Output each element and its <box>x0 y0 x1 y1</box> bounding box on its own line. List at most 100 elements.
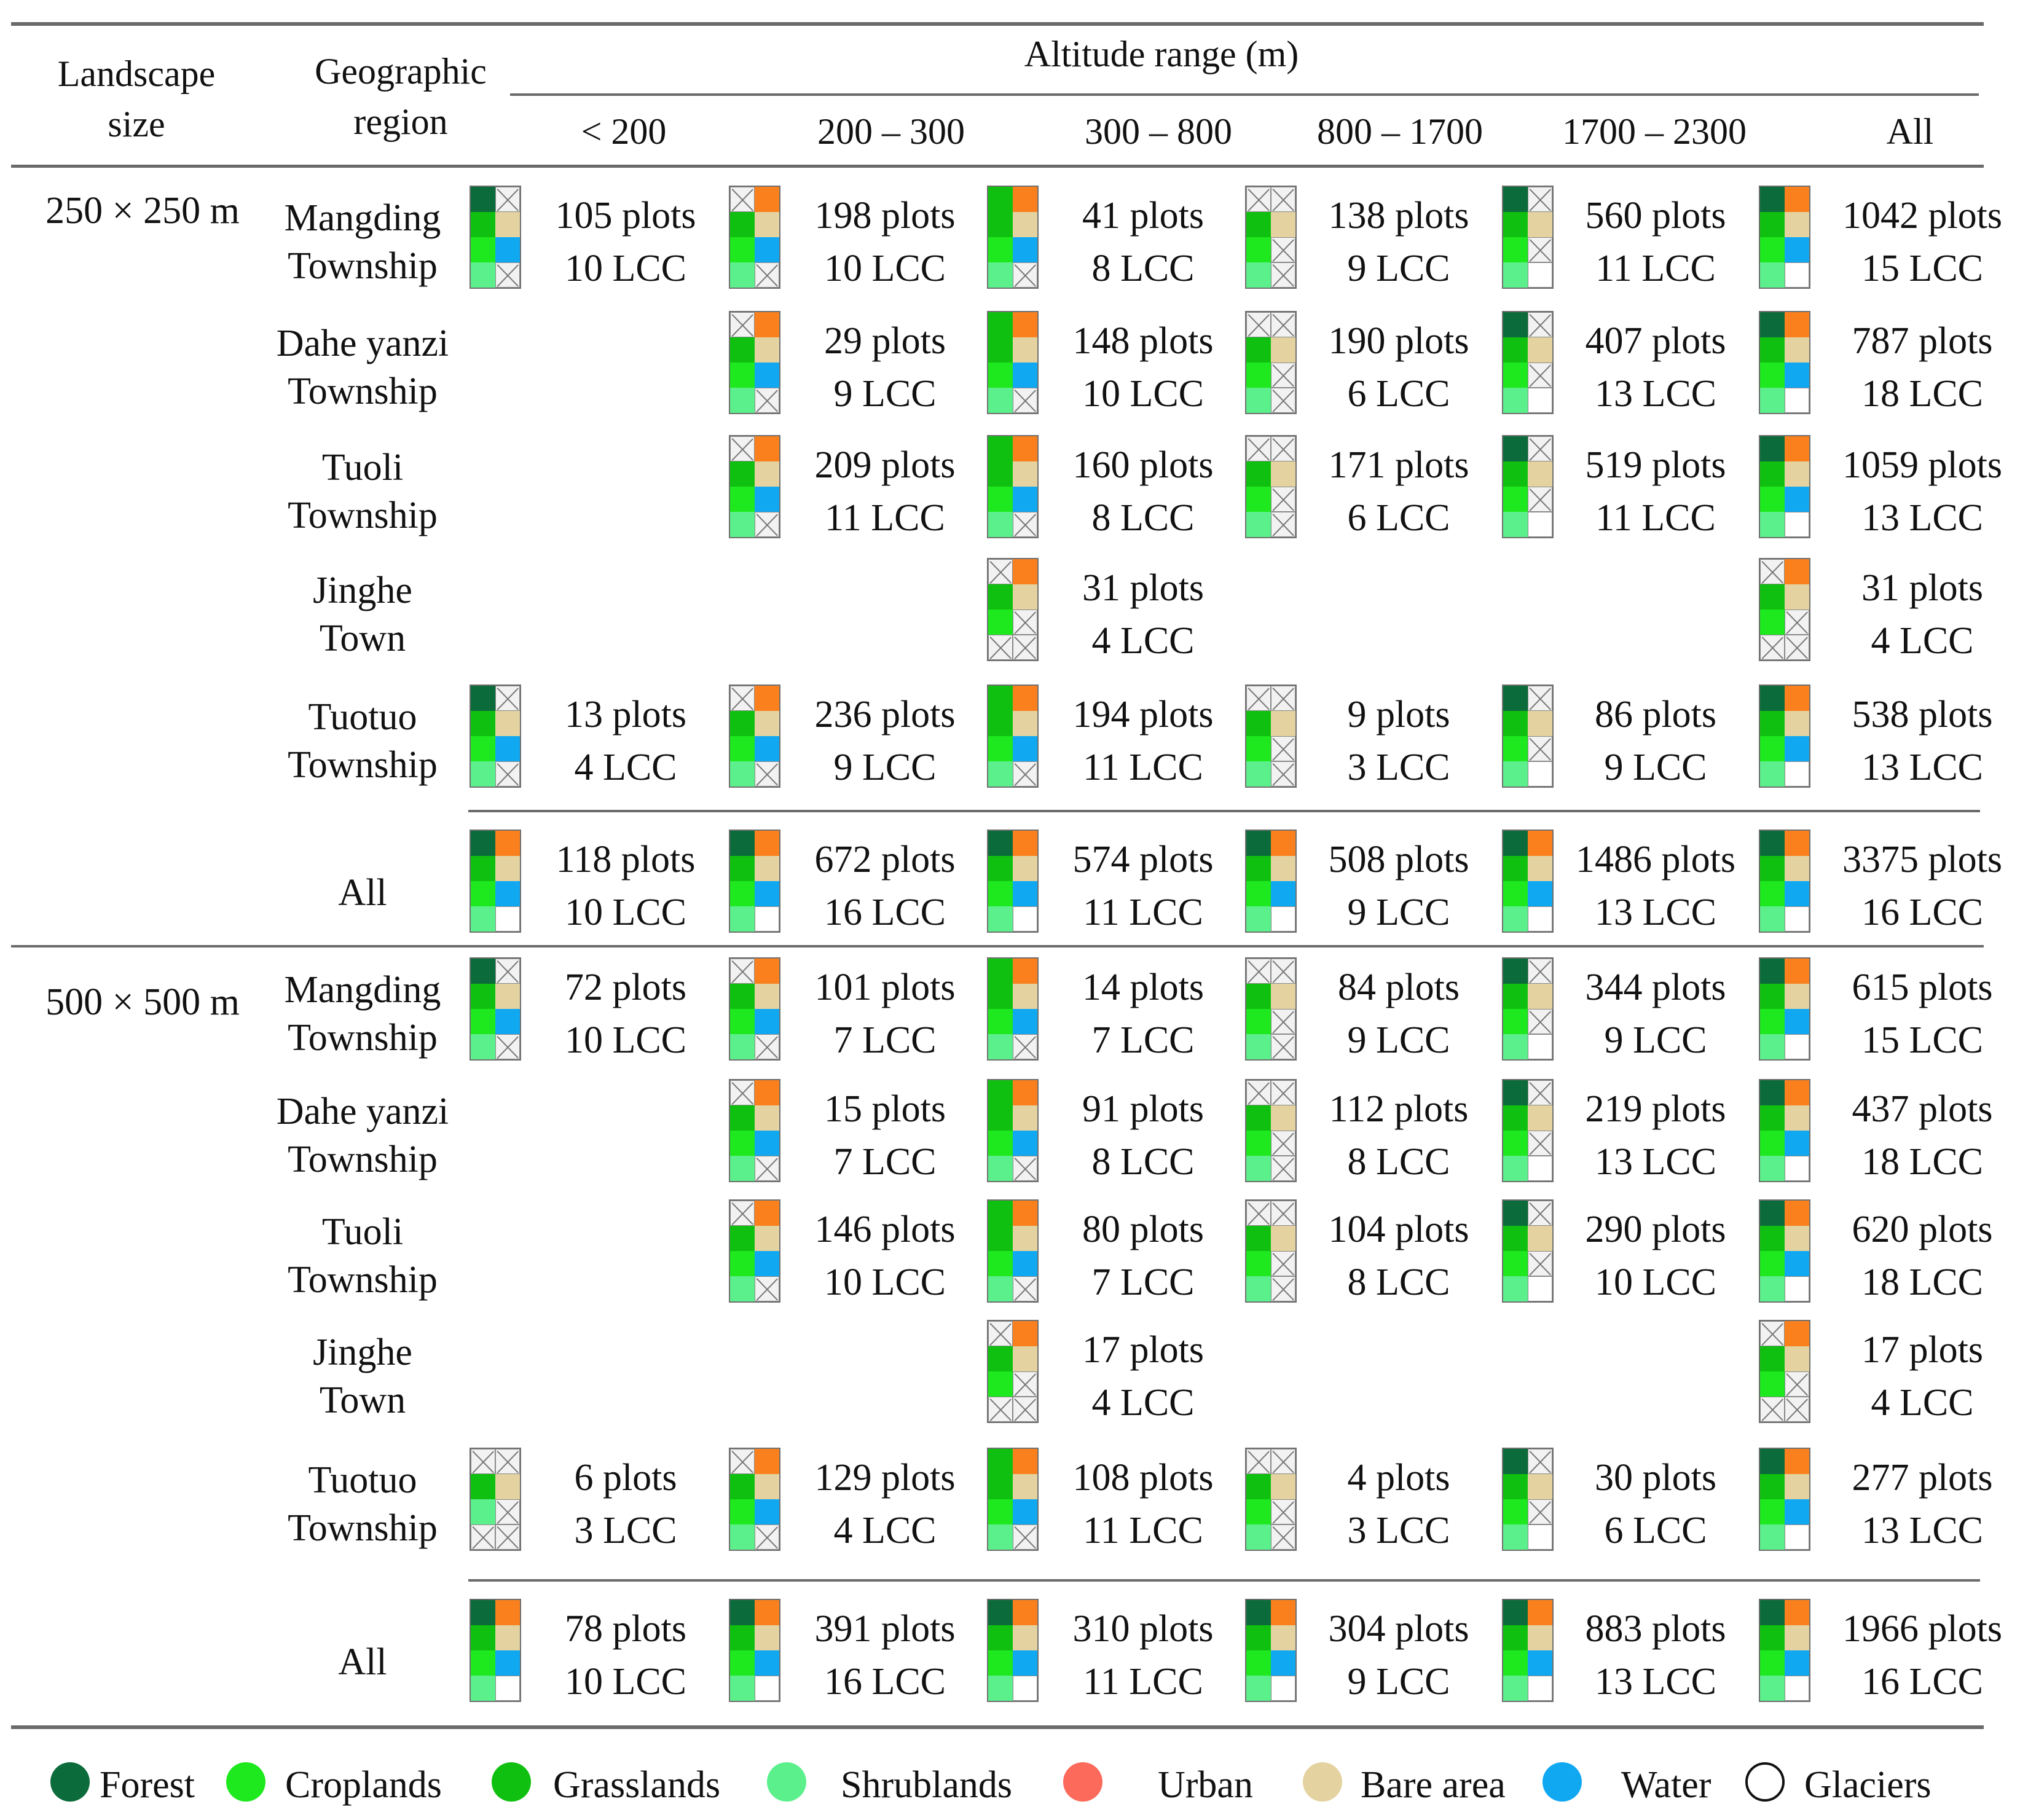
absent-class-cell <box>1013 1156 1037 1181</box>
class-color-cell <box>471 761 495 786</box>
header-geographic-region: region <box>353 101 448 142</box>
class-color-cell <box>755 906 779 932</box>
class-color-cell <box>1013 959 1037 984</box>
altitude-column-header: 800 – 1700 <box>1317 111 1483 152</box>
class-color-cell <box>1246 262 1271 288</box>
header-altitude-range: Altitude range (m) <box>1024 34 1299 74</box>
class-color-cell <box>1503 1034 1528 1059</box>
lcc-count: 4 LCC <box>574 747 677 788</box>
class-color-cell <box>1271 1474 1295 1499</box>
class-color-cell <box>1760 610 1785 635</box>
class-color-cell <box>495 1625 520 1650</box>
class-color-cell <box>730 856 755 881</box>
plot-count: 15 plots <box>823 1088 946 1130</box>
class-color-cell <box>1246 363 1271 388</box>
class-color-cell <box>1246 736 1271 761</box>
absent-class-cell <box>1271 262 1295 288</box>
class-color-cell <box>1246 1156 1271 1181</box>
lcc-count: 10 LCC <box>1594 1261 1717 1303</box>
class-color-cell <box>730 906 755 932</box>
land-cover-class-icon <box>987 1599 1039 1702</box>
class-color-cell <box>1785 959 1809 984</box>
absent-class-cell <box>1271 736 1295 761</box>
class-color-cell <box>1785 1080 1809 1105</box>
class-color-cell <box>1246 906 1271 932</box>
plot-count: 560 plots <box>1585 195 1726 237</box>
absent-class-cell <box>1528 1080 1552 1105</box>
land-cover-class-icon <box>729 311 780 414</box>
altitude-column-header: < 200 <box>581 111 667 152</box>
class-color-cell <box>495 736 520 761</box>
land-cover-class-icon <box>1245 186 1297 289</box>
class-color-cell <box>1785 312 1809 337</box>
class-color-cell <box>495 856 520 881</box>
geographic-region-label: Jinghe <box>313 570 412 611</box>
land-cover-class-icon <box>987 435 1039 538</box>
class-color-cell <box>471 736 495 761</box>
class-color-cell <box>1528 1474 1552 1499</box>
class-color-cell <box>1503 906 1528 932</box>
absent-class-cell <box>1271 1449 1295 1474</box>
absent-class-cell <box>1271 1131 1295 1156</box>
land-cover-class-icon <box>1502 1199 1554 1303</box>
class-color-cell <box>730 1105 755 1131</box>
lcc-count: 9 LCC <box>833 747 937 788</box>
class-color-cell <box>1013 1449 1037 1474</box>
geographic-region-label: Township <box>288 1259 438 1301</box>
geographic-region-label: Tuotuo <box>308 696 417 738</box>
class-color-cell <box>1528 212 1552 237</box>
land-cover-class-icon <box>1502 1079 1554 1182</box>
legend-swatch <box>1543 1762 1582 1802</box>
lcc-count: 16 LCC <box>1861 892 1984 933</box>
lcc-count: 18 LCC <box>1861 1141 1984 1183</box>
lcc-count: 3 LCC <box>574 1510 677 1551</box>
header-bottom-rule <box>11 165 1984 168</box>
class-color-cell <box>1013 1201 1037 1226</box>
absent-class-cell <box>1528 187 1552 212</box>
lcc-count: 15 LCC <box>1861 248 1984 289</box>
lcc-count: 10 LCC <box>1082 373 1205 415</box>
class-color-cell <box>730 212 755 237</box>
class-color-cell <box>988 262 1013 288</box>
land-cover-class-icon <box>729 1079 780 1182</box>
geographic-region-label: Dahe yanzi <box>276 323 449 364</box>
lcc-count: 9 LCC <box>1347 248 1450 289</box>
class-color-cell <box>988 212 1013 237</box>
absent-class-cell <box>1528 959 1552 984</box>
absent-class-cell <box>755 388 779 413</box>
lcc-count: 8 LCC <box>1347 1261 1450 1303</box>
class-color-cell <box>1013 1346 1037 1371</box>
absent-class-cell <box>1528 1009 1552 1034</box>
lcc-count: 7 LCC <box>1091 1261 1195 1303</box>
class-color-cell <box>1760 761 1785 786</box>
geographic-region-label: Township <box>288 1507 438 1549</box>
class-color-cell <box>1013 1321 1037 1346</box>
plot-count: 105 plots <box>555 195 696 237</box>
land-cover-class-icon <box>1502 830 1554 933</box>
lcc-count: 9 LCC <box>1604 747 1707 788</box>
class-color-cell <box>1528 906 1552 932</box>
land-cover-class-icon <box>987 1079 1039 1182</box>
lcc-count: 4 LCC <box>1871 620 1974 662</box>
land-cover-class-icon <box>729 435 780 538</box>
class-color-cell <box>1528 1276 1552 1301</box>
class-color-cell <box>1785 1009 1809 1034</box>
class-color-cell <box>730 1625 755 1650</box>
class-color-cell <box>1503 881 1528 906</box>
class-color-cell <box>1785 1201 1809 1226</box>
class-color-cell <box>1246 1676 1271 1701</box>
absent-class-cell <box>988 559 1013 584</box>
class-color-cell <box>730 831 755 856</box>
class-color-cell <box>1503 1105 1528 1131</box>
class-color-cell <box>988 1080 1013 1105</box>
lcc-count: 8 LCC <box>1091 248 1195 289</box>
class-color-cell <box>988 1009 1013 1034</box>
class-color-cell <box>471 1474 495 1499</box>
class-color-cell <box>471 881 495 906</box>
class-color-cell <box>1271 1600 1295 1625</box>
land-cover-class-icon <box>987 186 1039 289</box>
class-color-cell <box>471 984 495 1009</box>
plot-count: 538 plots <box>1852 694 1993 735</box>
lcc-count: 9 LCC <box>1347 892 1450 933</box>
class-color-cell <box>1760 1600 1785 1625</box>
